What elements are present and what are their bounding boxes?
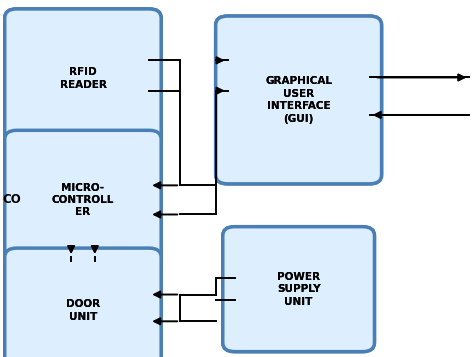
Text: POWER
SUPPLY
UNIT: POWER SUPPLY UNIT: [277, 272, 320, 307]
FancyBboxPatch shape: [5, 9, 161, 148]
FancyBboxPatch shape: [5, 248, 161, 357]
FancyBboxPatch shape: [223, 227, 374, 352]
Text: CO: CO: [2, 193, 21, 206]
FancyBboxPatch shape: [5, 130, 161, 270]
FancyBboxPatch shape: [5, 130, 161, 270]
Text: MICRO-
CONTROLL
ER: MICRO- CONTROLL ER: [52, 182, 114, 217]
Text: GRAPHICAL
USER
INTERFACE
(GUI): GRAPHICAL USER INTERFACE (GUI): [265, 76, 332, 124]
FancyBboxPatch shape: [223, 227, 374, 352]
Text: RFID
READER: RFID READER: [60, 67, 106, 90]
Text: RFID
READER: RFID READER: [60, 67, 106, 90]
Text: DOOR
UNIT: DOOR UNIT: [66, 300, 100, 322]
FancyBboxPatch shape: [216, 16, 382, 184]
FancyBboxPatch shape: [5, 248, 161, 357]
Text: MICRO-
CONTROLL
ER: MICRO- CONTROLL ER: [52, 182, 114, 217]
Text: GRAPHICAL
USER
INTERFACE
(GUI): GRAPHICAL USER INTERFACE (GUI): [265, 76, 332, 124]
Text: DOOR
UNIT: DOOR UNIT: [66, 300, 100, 322]
FancyBboxPatch shape: [216, 16, 382, 184]
FancyBboxPatch shape: [5, 9, 161, 148]
Text: POWER
SUPPLY
UNIT: POWER SUPPLY UNIT: [277, 272, 320, 307]
